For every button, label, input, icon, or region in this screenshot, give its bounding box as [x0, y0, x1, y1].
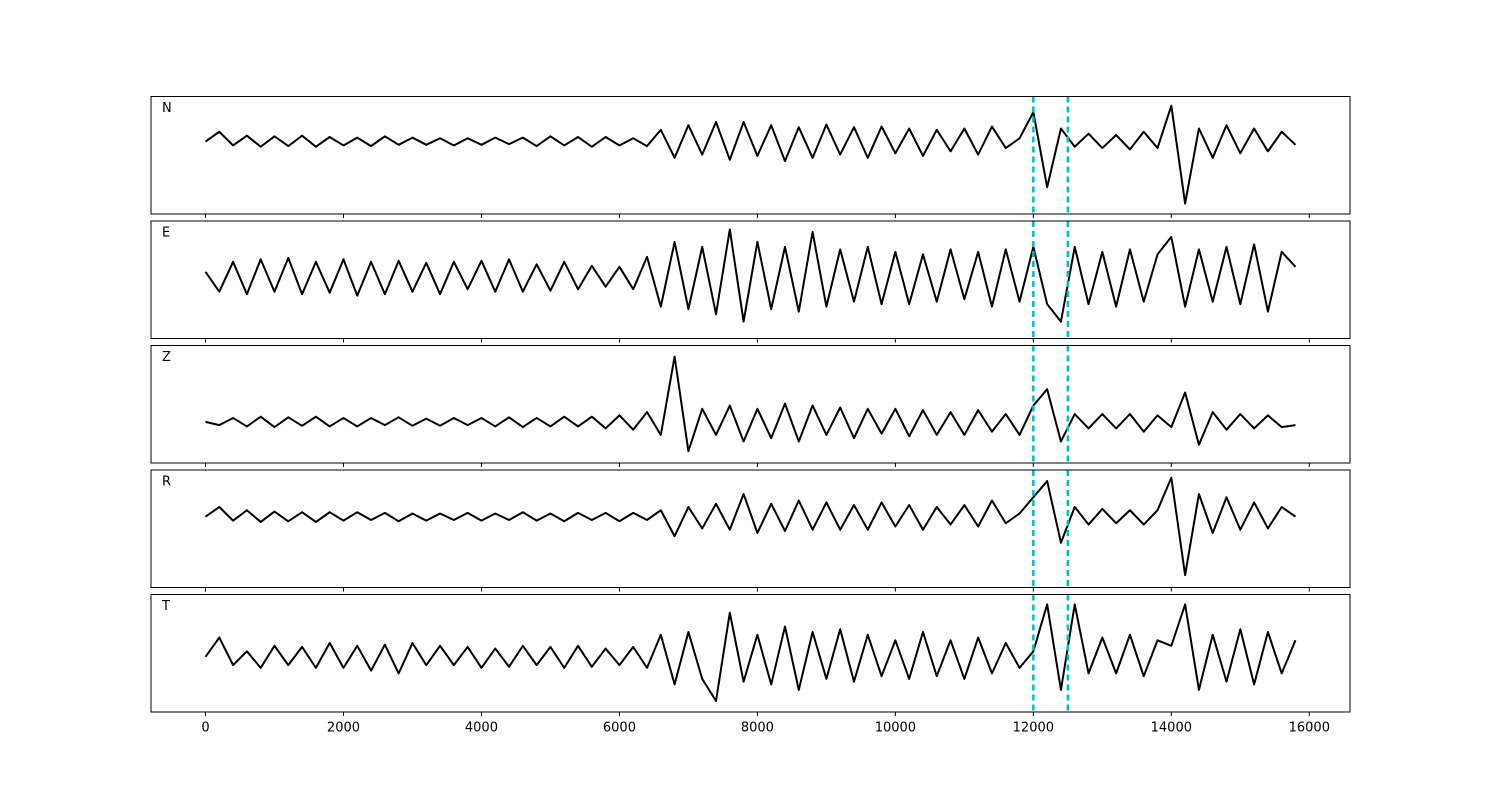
panel-background — [151, 594, 1350, 712]
panel-background — [151, 470, 1350, 588]
panel-label: R — [162, 475, 171, 490]
x-tick-label: 4000 — [465, 721, 498, 736]
x-tick-label: 8000 — [741, 721, 774, 736]
trace — [204, 104, 1297, 205]
x-tick-label: 16000 — [1289, 721, 1330, 736]
trace — [204, 228, 1297, 323]
panel-frame — [150, 594, 1351, 713]
panel-background — [151, 96, 1350, 214]
panel-label: N — [162, 101, 172, 116]
x-tick-label: 2000 — [327, 721, 360, 736]
x-tick-label: 0 — [201, 721, 209, 736]
x-tick-label: 6000 — [603, 721, 636, 736]
panel-label: E — [162, 226, 170, 241]
x-tick-label: 14000 — [1151, 721, 1192, 736]
panel-background — [151, 345, 1350, 463]
panel-label: T — [161, 599, 170, 614]
panel-frame — [150, 469, 1351, 588]
panel-frame — [150, 345, 1351, 464]
trace — [204, 603, 1297, 702]
trace — [205, 355, 1296, 453]
panel-frame — [150, 96, 1351, 215]
x-tick-label: 10000 — [875, 721, 916, 736]
panel-frame — [150, 220, 1351, 339]
panel-label: Z — [162, 350, 171, 365]
x-tick-label: 12000 — [1013, 721, 1054, 736]
trace — [204, 476, 1297, 577]
